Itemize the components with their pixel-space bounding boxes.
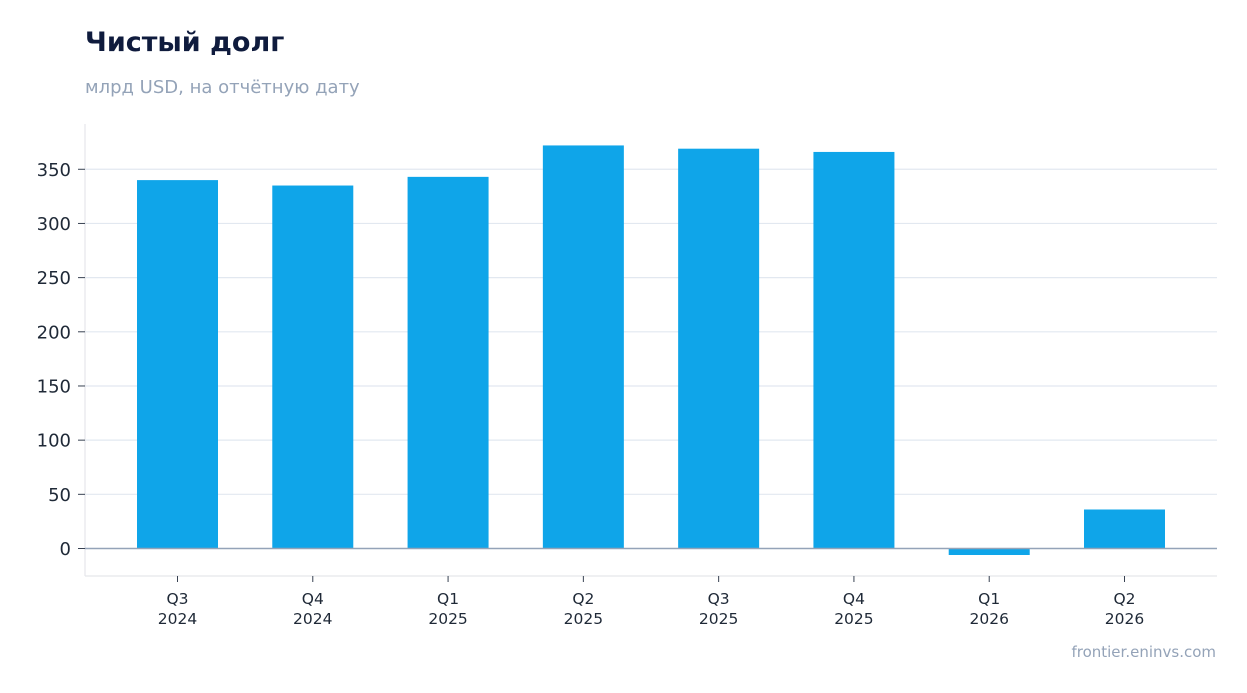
- x-axis-ticks: Q3 2024 Q4 2024 Q1 2025 Q2 2025 Q3 2025 Q4 2025 Q1 20…: [158, 576, 1144, 628]
- bars: [137, 145, 1165, 556]
- x-tick-label: Q4 2024: [293, 590, 332, 628]
- x-tick-year: 2025: [834, 610, 873, 628]
- x-tick-quarter: Q2: [572, 590, 594, 608]
- y-tick-label: 350: [37, 160, 71, 181]
- y-tick-label: 50: [48, 485, 71, 506]
- x-tick-label: Q3 2024: [158, 590, 197, 628]
- x-tick-year: 2026: [1105, 610, 1144, 628]
- y-tick-label: 100: [37, 431, 71, 452]
- x-tick-year: 2025: [564, 610, 603, 628]
- bar-q3-2024: [137, 180, 218, 549]
- y-tick-label: 300: [37, 214, 71, 235]
- x-tick-year: 2025: [428, 610, 467, 628]
- x-tick-label: Q1 2026: [969, 590, 1008, 628]
- x-tick-quarter: Q3: [166, 590, 188, 608]
- x-tick-year: 2025: [699, 610, 738, 628]
- bar-q2-2026: [1084, 509, 1165, 549]
- source-link[interactable]: frontier.eninvs.com: [1071, 643, 1216, 661]
- x-tick-year: 2024: [293, 610, 332, 628]
- y-tick-label: 250: [37, 268, 71, 289]
- bar-q1-2025: [407, 176, 489, 549]
- y-tick-label: 200: [37, 322, 71, 343]
- bar-q4-2025: [813, 151, 895, 549]
- x-tick-year: 2026: [969, 610, 1008, 628]
- chart-subtitle: млрд USD, на отчётную дату: [85, 77, 360, 98]
- bar-q3-2025: [678, 148, 760, 549]
- x-tick-label: Q2 2025: [564, 590, 603, 628]
- x-tick-quarter: Q3: [708, 590, 730, 608]
- y-tick-label: 150: [37, 376, 71, 397]
- x-tick-quarter: Q4: [302, 590, 324, 608]
- y-tick-label: 0: [60, 539, 71, 560]
- x-tick-label: Q2 2026: [1105, 590, 1144, 628]
- bar-q4-2024: [272, 185, 354, 549]
- chart-title: Чистый долг: [85, 27, 285, 58]
- x-tick-label: Q3 2025: [699, 590, 738, 628]
- y-axis-ticks: 0 50 100 150 200 250 300 350: [37, 160, 85, 560]
- x-tick-label: Q4 2025: [834, 590, 873, 628]
- bar-q1-2026: [948, 548, 1030, 556]
- x-tick-quarter: Q4: [843, 590, 865, 608]
- x-tick-quarter: Q1: [978, 590, 1000, 608]
- x-tick-label: Q1 2025: [428, 590, 467, 628]
- x-tick-quarter: Q2: [1113, 590, 1135, 608]
- bar-q2-2025: [542, 145, 624, 549]
- grid-lines: [85, 168, 1217, 495]
- x-tick-year: 2024: [158, 610, 197, 628]
- plot-frame: [84, 124, 1217, 577]
- x-tick-quarter: Q1: [437, 590, 459, 608]
